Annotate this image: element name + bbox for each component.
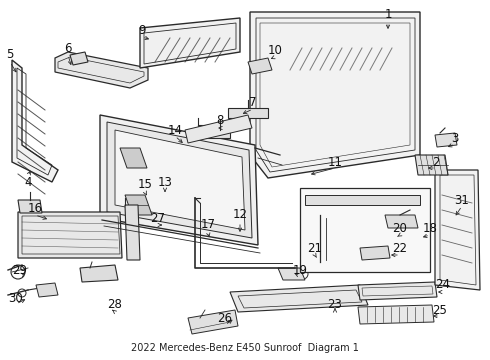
Polygon shape xyxy=(80,265,118,282)
Text: 8: 8 xyxy=(216,114,224,127)
Text: 30: 30 xyxy=(9,292,24,305)
Text: 19: 19 xyxy=(293,264,308,276)
Polygon shape xyxy=(360,246,390,260)
Polygon shape xyxy=(12,60,58,182)
Polygon shape xyxy=(228,108,268,118)
Text: 2: 2 xyxy=(432,156,440,168)
Polygon shape xyxy=(278,268,305,280)
Polygon shape xyxy=(358,305,434,324)
Text: 9: 9 xyxy=(138,23,146,36)
Polygon shape xyxy=(100,115,258,245)
Text: 13: 13 xyxy=(158,175,172,189)
Text: 12: 12 xyxy=(232,208,247,221)
Polygon shape xyxy=(435,133,457,147)
Text: 16: 16 xyxy=(27,202,43,215)
Text: 21: 21 xyxy=(308,242,322,255)
Polygon shape xyxy=(250,12,420,178)
Text: 6: 6 xyxy=(64,41,72,54)
Polygon shape xyxy=(107,122,252,238)
Text: 15: 15 xyxy=(138,179,152,192)
Text: 10: 10 xyxy=(268,44,282,57)
Text: 26: 26 xyxy=(218,311,232,324)
Polygon shape xyxy=(18,212,122,258)
Polygon shape xyxy=(125,195,152,215)
Text: 22: 22 xyxy=(392,242,408,255)
Text: 27: 27 xyxy=(150,211,166,225)
Polygon shape xyxy=(120,148,147,168)
Polygon shape xyxy=(305,195,420,205)
Polygon shape xyxy=(115,130,245,230)
Text: 17: 17 xyxy=(200,219,216,231)
Text: 28: 28 xyxy=(108,298,122,311)
Text: 7: 7 xyxy=(249,95,257,108)
Polygon shape xyxy=(198,125,230,138)
Polygon shape xyxy=(435,170,480,290)
Polygon shape xyxy=(185,115,252,143)
Text: 3: 3 xyxy=(451,131,459,144)
Polygon shape xyxy=(415,155,448,175)
Text: 1: 1 xyxy=(384,8,392,21)
Polygon shape xyxy=(55,52,148,88)
Polygon shape xyxy=(230,285,368,312)
Polygon shape xyxy=(18,200,42,213)
Text: 23: 23 xyxy=(327,298,343,311)
Text: 18: 18 xyxy=(422,221,438,234)
Text: 24: 24 xyxy=(436,279,450,292)
Text: 5: 5 xyxy=(6,49,14,62)
Text: 29: 29 xyxy=(13,264,27,276)
Polygon shape xyxy=(70,52,88,65)
Text: 4: 4 xyxy=(24,176,32,189)
Text: 2022 Mercedes-Benz E450 Sunroof  Diagram 1: 2022 Mercedes-Benz E450 Sunroof Diagram … xyxy=(131,343,359,353)
Polygon shape xyxy=(125,205,140,260)
Text: 20: 20 xyxy=(392,221,408,234)
Text: 11: 11 xyxy=(327,156,343,168)
Polygon shape xyxy=(36,283,58,297)
Polygon shape xyxy=(188,310,238,334)
Polygon shape xyxy=(385,215,418,228)
Text: 31: 31 xyxy=(455,194,469,207)
Text: 25: 25 xyxy=(433,303,447,316)
Text: 14: 14 xyxy=(168,123,182,136)
Polygon shape xyxy=(140,18,240,68)
Polygon shape xyxy=(300,188,430,272)
Polygon shape xyxy=(248,58,272,74)
Polygon shape xyxy=(358,282,437,300)
